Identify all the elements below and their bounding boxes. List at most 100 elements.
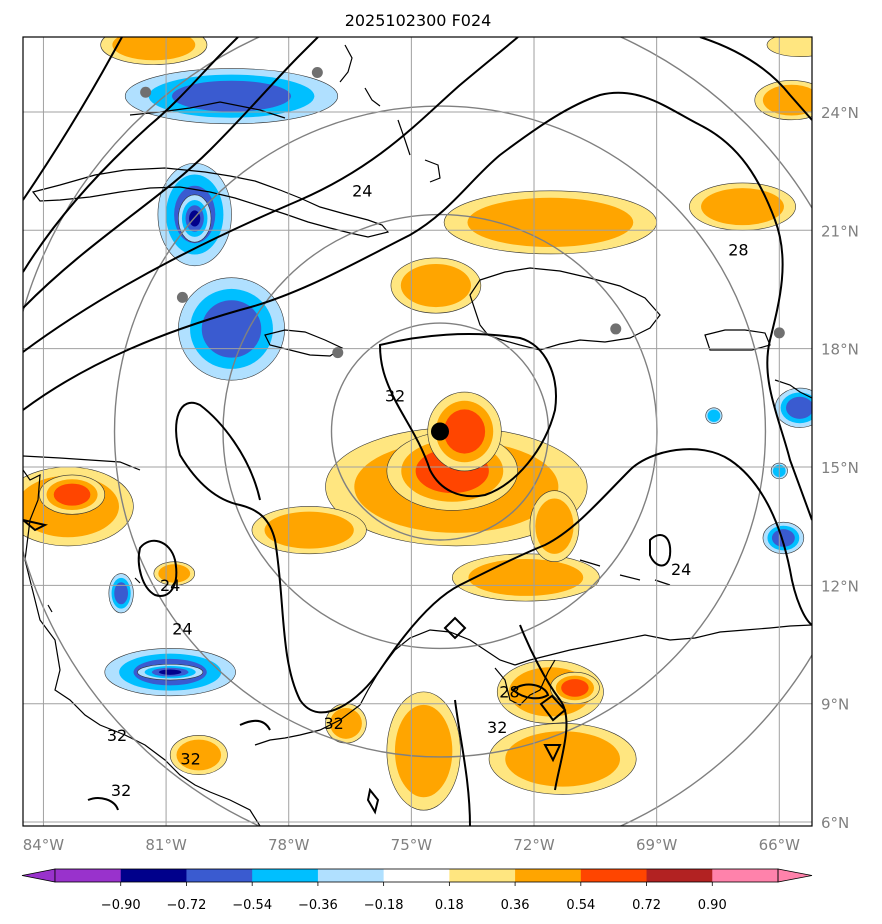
coastline-panama xyxy=(254,704,361,746)
positive-anomaly-region xyxy=(176,739,222,771)
x-tick-label: 75°W xyxy=(391,836,433,854)
city-marker xyxy=(140,86,152,98)
colorbar-segment xyxy=(712,869,779,882)
contour-line xyxy=(23,37,239,273)
x-tick-label: 69°W xyxy=(636,836,678,854)
colorbar-segment xyxy=(383,869,450,882)
colorbar-segment xyxy=(186,869,253,882)
x-tick-label: 78°W xyxy=(268,836,310,854)
colorbar-tick-label: 0.72 xyxy=(632,898,661,913)
contour-line xyxy=(23,519,48,532)
colorbar-frame xyxy=(54,868,779,883)
colorbar-tick-label: −0.36 xyxy=(298,898,338,913)
y-tick-label: 21°N xyxy=(821,222,859,240)
coastline-florida-keys xyxy=(129,101,286,119)
coastline-bahamas-4 xyxy=(424,159,441,183)
coastline-honduras xyxy=(23,455,141,471)
positive-anomaly-region xyxy=(400,263,471,308)
contour-label: 24 xyxy=(172,619,192,638)
contour-line xyxy=(454,699,471,826)
coastline-abc-islands xyxy=(579,559,671,586)
colorbar-segment xyxy=(55,869,122,882)
negative-anomaly-region xyxy=(114,582,128,605)
negative-anomaly-region xyxy=(786,396,812,419)
city-markers xyxy=(140,67,785,359)
colorbar-segment xyxy=(515,869,582,882)
anomaly-fill-layer xyxy=(23,37,812,811)
city-marker xyxy=(176,291,188,303)
contour-line xyxy=(378,333,557,498)
colorbar-segment xyxy=(120,869,187,882)
contour-line xyxy=(649,534,672,567)
colorbar-tick-label: −0.72 xyxy=(167,898,207,913)
y-tick-label: 24°N xyxy=(821,104,859,122)
contour-line xyxy=(137,539,178,597)
contour-line xyxy=(23,37,319,309)
colorbar: −0.90 −0.72 −0.54 −0.36 −0.18 0.18 0.36 0.54 0.7… xyxy=(21,868,813,913)
y-tick-label: 9°N xyxy=(821,696,849,714)
positive-anomaly-region xyxy=(766,37,812,58)
coastline-cuba xyxy=(31,167,390,238)
colorbar-segment xyxy=(449,869,516,882)
contour-line xyxy=(443,616,467,640)
y-tick-label: 12°N xyxy=(821,577,859,595)
coastline-puerto-rico xyxy=(704,329,771,351)
colorbar-tick-label: −0.54 xyxy=(232,898,272,913)
positive-anomaly-region xyxy=(762,84,812,116)
contour-label: 24 xyxy=(352,181,372,200)
positive-anomaly-region xyxy=(394,704,453,798)
x-tick-label: 72°W xyxy=(513,836,555,854)
coastline-central-america xyxy=(23,469,261,826)
y-tick-label: 6°N xyxy=(821,814,849,832)
positive-anomaly-region xyxy=(112,37,196,61)
x-axis-tick-labels: 84°W 81°W 78°W 75°W 72°W 69°W 66°W xyxy=(23,836,800,854)
contour-label: 32 xyxy=(180,749,200,768)
contour-line xyxy=(543,744,562,763)
positive-anomaly-region xyxy=(443,409,486,454)
city-marker xyxy=(332,347,344,359)
contour-layer xyxy=(23,37,812,826)
positive-anomaly-region xyxy=(505,731,621,787)
map-panel: 24 28 32 24 24 24 28 32 32 32 32 32 xyxy=(22,36,813,827)
positive-anomaly-region xyxy=(330,708,362,739)
positive-anomaly-region xyxy=(468,559,584,596)
colorbar-tick-label: 0.90 xyxy=(698,898,727,913)
contour-label: 24 xyxy=(160,576,180,595)
colorbar-segment xyxy=(646,869,713,882)
contour-line xyxy=(23,37,519,353)
contour-line xyxy=(239,719,271,731)
negative-anomaly-region xyxy=(171,80,292,112)
colorbar-extend-high xyxy=(777,868,813,883)
colorbar-tick-label: −0.90 xyxy=(101,898,141,913)
colorbar-extend-low xyxy=(21,868,56,883)
negative-anomaly-region xyxy=(707,409,721,422)
contour-line xyxy=(366,787,380,815)
coastline-venezuela xyxy=(514,624,812,666)
contour-line xyxy=(175,402,812,714)
city-marker xyxy=(773,327,785,339)
negative-anomaly-region xyxy=(771,529,795,547)
city-marker xyxy=(311,67,323,79)
x-tick-label: 81°W xyxy=(145,836,187,854)
contour-label: 32 xyxy=(487,718,507,737)
positive-anomaly-region xyxy=(53,483,91,506)
y-tick-label: 18°N xyxy=(821,341,859,359)
contour-label: 32 xyxy=(324,714,344,733)
contour-line xyxy=(87,797,119,811)
negative-anomaly-region xyxy=(159,669,182,675)
contour-label: 28 xyxy=(728,241,748,260)
colorbar-segment xyxy=(317,869,385,882)
negative-anomaly-region xyxy=(201,300,262,358)
coastline-maracaibo xyxy=(494,659,556,706)
positive-anomaly-region xyxy=(467,197,634,248)
range-ring xyxy=(113,105,767,758)
positive-anomaly-region xyxy=(561,679,589,697)
contour-label: 32 xyxy=(107,726,127,745)
x-tick-label: 66°W xyxy=(759,836,801,854)
positive-anomaly-region xyxy=(535,498,574,554)
colorbar-tick-label: 0.54 xyxy=(566,898,595,913)
positive-anomaly-region xyxy=(701,188,784,226)
storm-center-marker xyxy=(430,422,449,441)
chart-title: 2025102300 F024 xyxy=(345,11,492,30)
